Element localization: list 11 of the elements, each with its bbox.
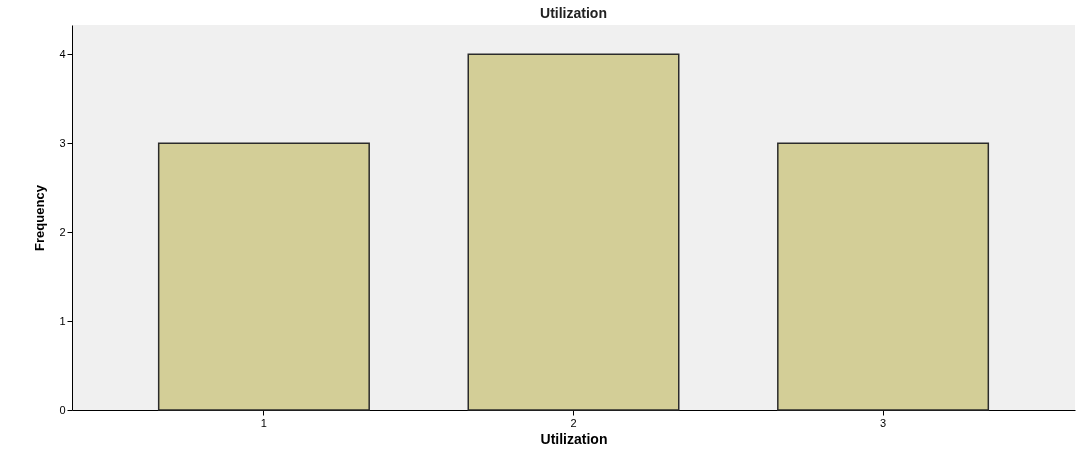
y-tick-label: 1	[59, 314, 66, 327]
chart-title: Utilization	[540, 5, 607, 21]
x-tick-label: 1	[260, 416, 267, 429]
y-axis-title: Frequency	[32, 184, 48, 251]
x-axis-title: Utilization	[540, 430, 608, 447]
y-tick-label: 2	[59, 225, 66, 238]
x-tick-label: 3	[880, 416, 887, 429]
y-tick-label: 0	[59, 403, 66, 416]
x-tick-label: 2	[570, 416, 577, 429]
y-tick-label: 3	[59, 136, 66, 149]
y-tick-label: 4	[59, 47, 66, 60]
